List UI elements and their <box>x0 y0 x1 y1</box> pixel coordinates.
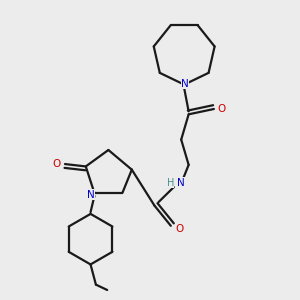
Text: O: O <box>218 104 226 114</box>
Text: O: O <box>176 224 184 234</box>
Text: N: N <box>181 79 189 89</box>
Text: N: N <box>87 190 95 200</box>
Text: N: N <box>177 178 185 188</box>
Text: O: O <box>52 159 61 169</box>
Text: H: H <box>167 178 174 188</box>
